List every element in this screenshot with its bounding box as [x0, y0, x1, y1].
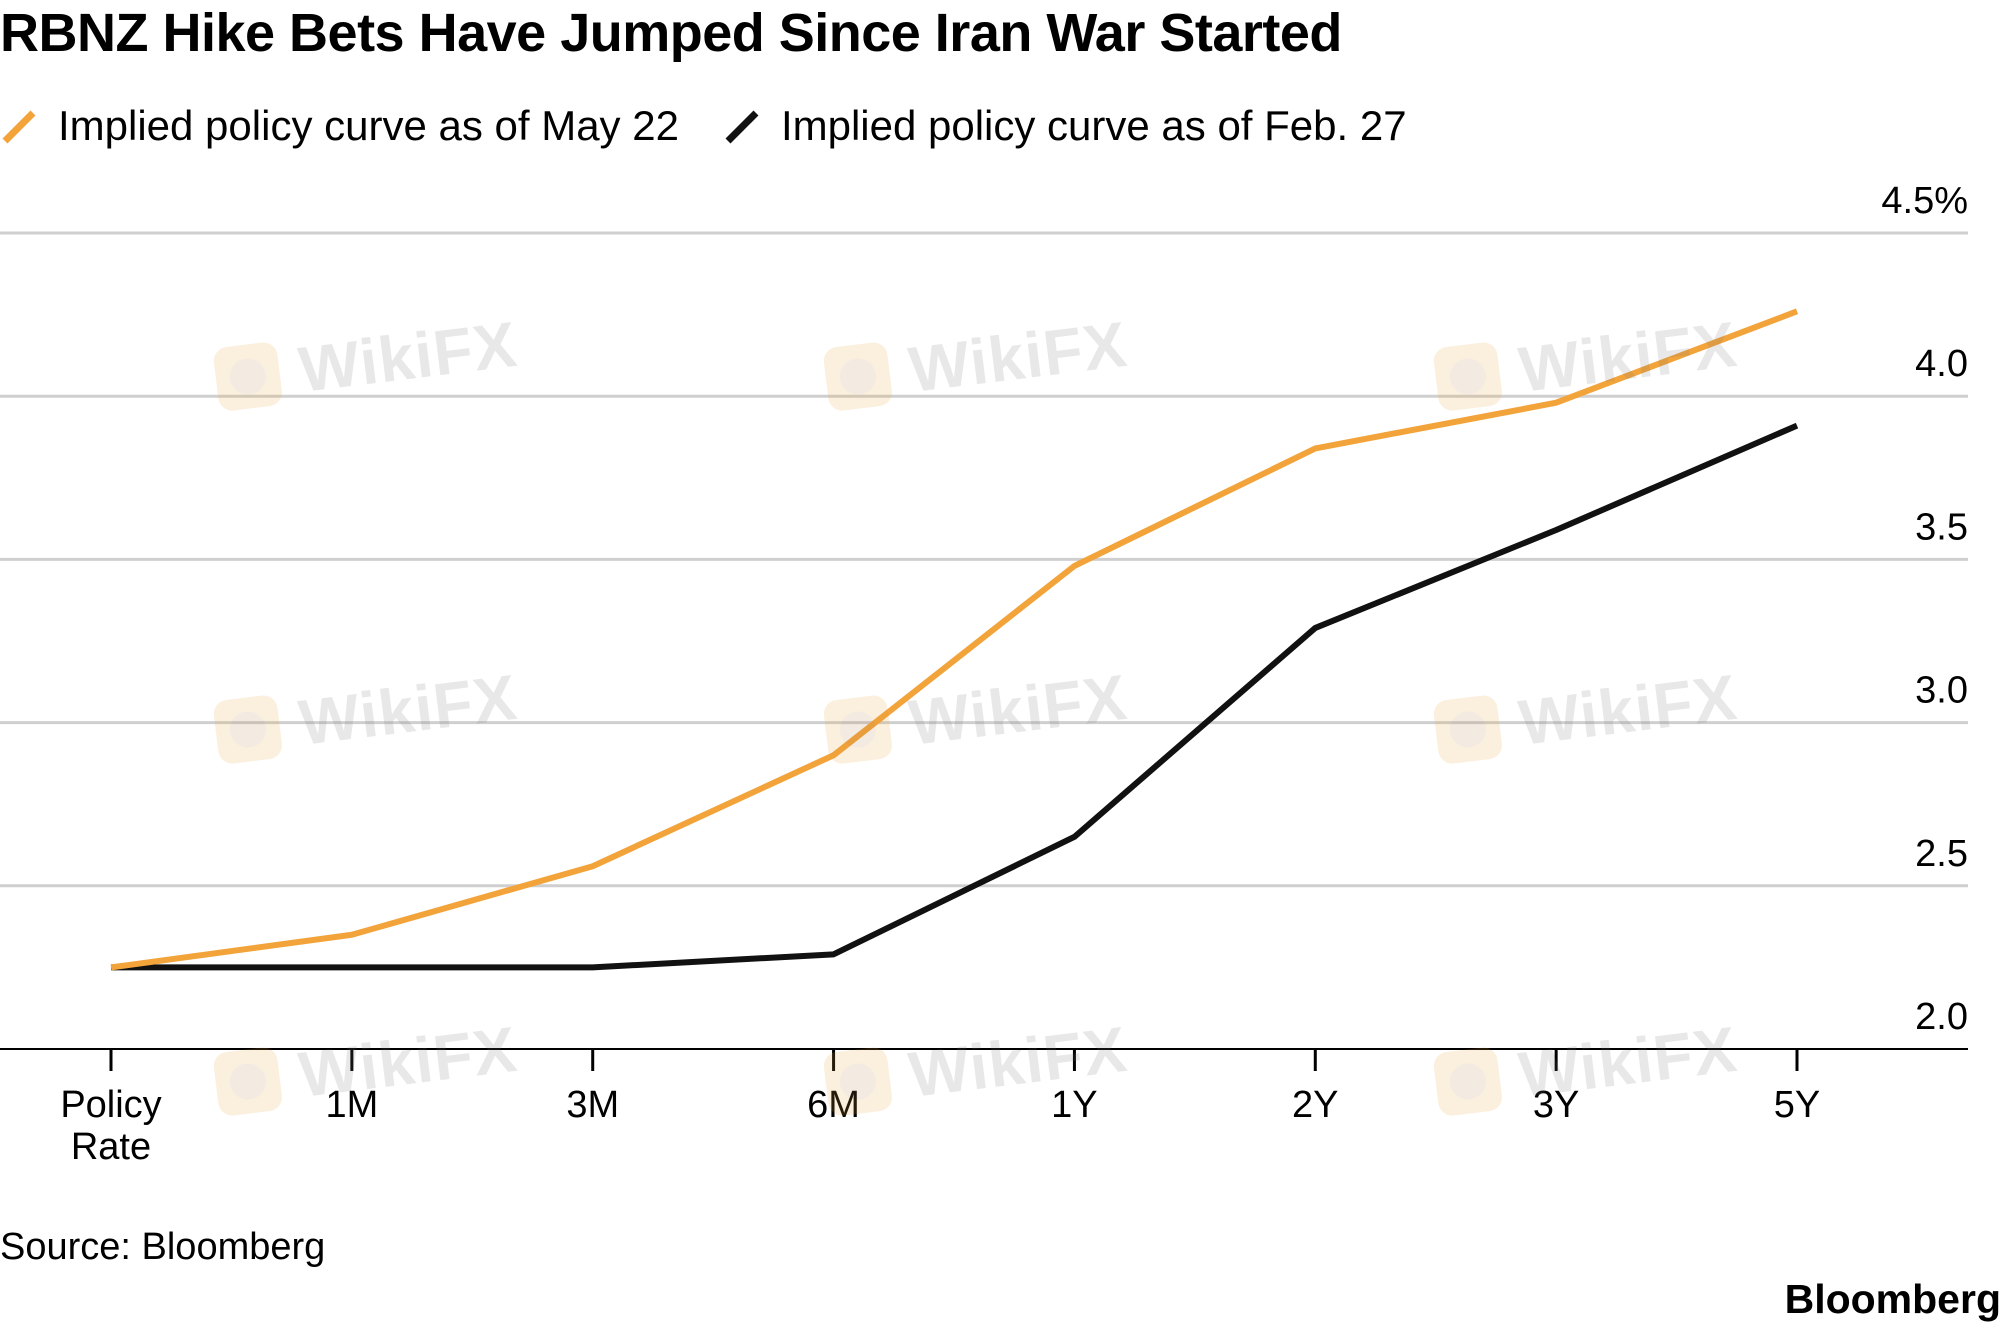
legend-item-may22: Implied policy curve as of May 22 [0, 102, 679, 150]
y-axis-tick-labels: 2.0 2.5 3.0 3.5 4.0 4.5% [1881, 180, 1968, 1038]
x-tick-label: 3Y [1533, 1084, 1579, 1126]
x-tick-label: 2Y [1292, 1084, 1338, 1126]
x-axis: Policy Rate 1M 3M 6M 1Y 2Y 3Y 5Y [60, 1049, 1820, 1168]
legend-item-feb27: Implied policy curve as of Feb. 27 [723, 102, 1407, 150]
x-tick-label: 5Y [1774, 1084, 1820, 1126]
y-tick-label: 3.5 [1915, 506, 1968, 548]
legend-label-may22: Implied policy curve as of May 22 [58, 102, 679, 149]
legend-swatch-may22 [2, 110, 36, 144]
series-line-may22 [110, 308, 1799, 971]
gridlines [0, 231, 1968, 1050]
x-tick-label: 1Y [1051, 1084, 1097, 1126]
chart-legend: Implied policy curve as of May 22 Implie… [0, 96, 1451, 156]
legend-label-feb27: Implied policy curve as of Feb. 27 [780, 102, 1407, 149]
y-tick-label: 4.5% [1881, 180, 1968, 222]
x-tick-label: 3M [566, 1084, 619, 1126]
chart-title: RBNZ Hike Bets Have Jumped Since Iran Wa… [0, 3, 1342, 63]
series-line-feb27 [111, 422, 1799, 971]
legend-swatch-feb27 [725, 110, 759, 144]
y-tick-label: 2.5 [1915, 833, 1968, 875]
y-tick-label: 4.0 [1915, 343, 1968, 385]
series-lines [110, 308, 1799, 971]
x-tick-label: 1M [325, 1084, 378, 1126]
x-tick-label: 6M [807, 1084, 860, 1126]
y-tick-label: 2.0 [1915, 996, 1968, 1038]
source-note: Source: Bloomberg [0, 1226, 326, 1268]
brand-logo-text: Bloomberg [1784, 1276, 2001, 1322]
y-tick-label: 3.0 [1915, 670, 1968, 712]
x-tick-label: Policy Rate [60, 1084, 161, 1168]
